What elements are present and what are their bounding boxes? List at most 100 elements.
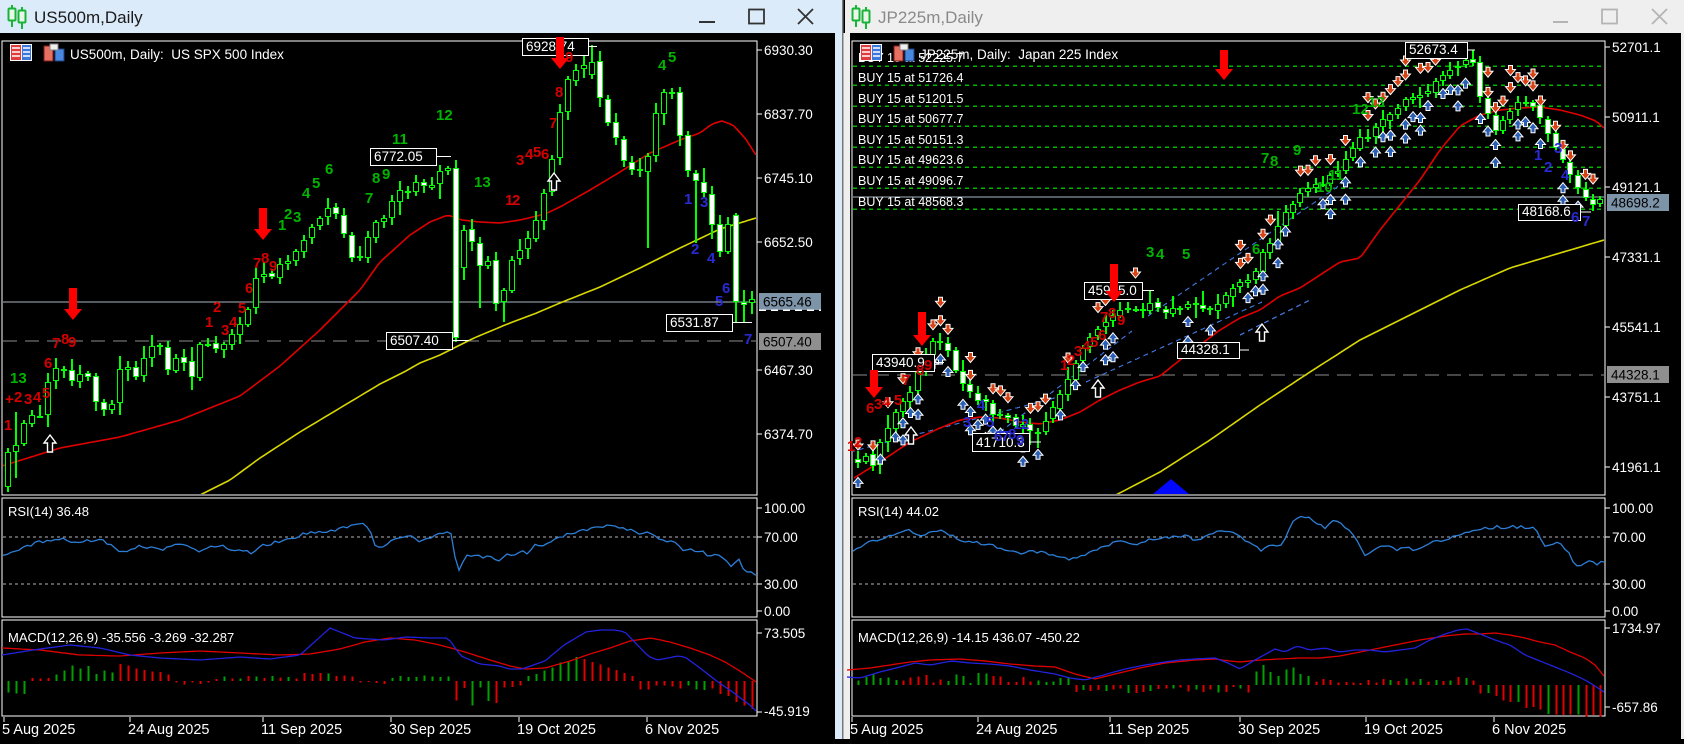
svg-text:7: 7: [52, 335, 60, 352]
svg-text:2: 2: [1021, 416, 1029, 433]
svg-text:43940.9: 43940.9: [876, 355, 925, 370]
svg-text:9: 9: [565, 49, 573, 66]
svg-text:10: 10: [1316, 179, 1333, 196]
svg-text:24 Aug 2025: 24 Aug 2025: [976, 722, 1057, 738]
svg-text:6531.87: 6531.87: [670, 315, 719, 330]
svg-text:1: 1: [1534, 147, 1542, 164]
svg-text:6: 6: [1098, 327, 1106, 344]
svg-text:19 Oct 2025: 19 Oct 2025: [1364, 722, 1443, 738]
svg-text:RSI(14) 44.02: RSI(14) 44.02: [858, 504, 939, 519]
svg-text:44328.1: 44328.1: [1181, 342, 1230, 357]
svg-text:13: 13: [1368, 94, 1385, 111]
svg-text:9: 9: [269, 258, 277, 275]
svg-text:30.00: 30.00: [764, 577, 798, 592]
svg-text:48168.6: 48168.6: [1522, 204, 1571, 219]
svg-text:73.505: 73.505: [764, 626, 805, 641]
svg-text:9: 9: [1016, 432, 1024, 449]
svg-text:7: 7: [365, 190, 373, 207]
svg-text:US500m,Daily: US500m,Daily: [34, 8, 143, 27]
svg-text:5 Aug 2025: 5 Aug 2025: [850, 722, 923, 738]
svg-text:41710.3: 41710.3: [976, 435, 1025, 450]
svg-text:70.00: 70.00: [1612, 530, 1646, 545]
svg-text:6507.40: 6507.40: [390, 333, 439, 348]
svg-text:9: 9: [382, 166, 390, 183]
svg-text:100.00: 100.00: [764, 501, 805, 516]
svg-text:2: 2: [854, 434, 862, 451]
svg-text:6: 6: [541, 146, 549, 163]
svg-text:30 Sep 2025: 30 Sep 2025: [389, 722, 471, 738]
svg-text:8: 8: [1108, 305, 1116, 322]
svg-text:11 Sep 2025: 11 Sep 2025: [261, 722, 342, 738]
svg-text:6837.70: 6837.70: [764, 107, 813, 122]
svg-text:8: 8: [1270, 153, 1278, 170]
svg-text:4: 4: [525, 146, 534, 163]
svg-text:4: 4: [1561, 167, 1570, 184]
svg-text:30.00: 30.00: [1612, 577, 1646, 592]
svg-text:11: 11: [1328, 167, 1344, 184]
svg-text:9: 9: [1293, 142, 1301, 159]
svg-text:1734.97: 1734.97: [1612, 621, 1661, 636]
svg-text:6: 6: [866, 400, 874, 417]
svg-text:BUY 15 at 50151.3: BUY 15 at 50151.3: [858, 133, 963, 147]
svg-text:JP225m, Daily: Japan 225 Inde: JP225m, Daily: Japan 225 Index: [920, 47, 1118, 62]
svg-text:100.00: 100.00: [1612, 501, 1653, 516]
svg-text:BUY 15 at 51201.5: BUY 15 at 51201.5: [858, 92, 963, 106]
svg-text:4: 4: [1082, 338, 1091, 355]
svg-text:3: 3: [1074, 343, 1082, 360]
svg-text:8: 8: [372, 170, 380, 187]
svg-text:12: 12: [1352, 101, 1369, 118]
svg-text:3: 3: [963, 414, 971, 431]
svg-text:6930.30: 6930.30: [764, 43, 813, 58]
svg-text:2: 2: [213, 299, 221, 316]
svg-text:4: 4: [302, 185, 311, 202]
svg-text:2: 2: [691, 241, 699, 258]
svg-text:9: 9: [68, 334, 76, 351]
svg-text:1: 1: [4, 417, 12, 434]
svg-text:6467.30: 6467.30: [764, 363, 813, 378]
svg-text:7: 7: [1261, 150, 1269, 167]
svg-text:13: 13: [10, 370, 27, 387]
svg-text:6: 6: [44, 355, 52, 372]
svg-text:4: 4: [658, 57, 667, 74]
svg-text:0.00: 0.00: [764, 604, 790, 619]
svg-text:47331.1: 47331.1: [1612, 250, 1661, 265]
svg-text:6 Nov 2025: 6 Nov 2025: [1492, 722, 1566, 738]
svg-text:9: 9: [924, 357, 932, 374]
svg-text:5: 5: [238, 300, 246, 317]
svg-text:9: 9: [1117, 312, 1125, 329]
svg-text:7: 7: [253, 255, 261, 272]
svg-text:8: 8: [916, 362, 924, 379]
svg-text:5: 5: [986, 414, 994, 431]
svg-text:RSI(14) 36.48: RSI(14) 36.48: [8, 504, 89, 519]
svg-text:5: 5: [42, 385, 50, 402]
svg-text:43751.1: 43751.1: [1612, 390, 1661, 405]
svg-text:5: 5: [1090, 334, 1098, 351]
svg-text:8: 8: [261, 250, 269, 267]
svg-text:6: 6: [722, 280, 730, 297]
svg-text:13: 13: [474, 174, 491, 191]
svg-text:8: 8: [555, 84, 563, 101]
svg-text:2: 2: [512, 192, 520, 209]
svg-text:6745.10: 6745.10: [764, 171, 813, 186]
svg-text:4: 4: [882, 394, 891, 411]
svg-text:-657.86: -657.86: [1612, 700, 1658, 715]
svg-text:5: 5: [312, 175, 320, 192]
svg-text:4: 4: [977, 397, 986, 414]
svg-text:BUY 15 at 48568.3: BUY 15 at 48568.3: [858, 195, 963, 209]
svg-text:5: 5: [668, 49, 676, 66]
svg-text:3: 3: [1554, 140, 1562, 157]
svg-text:US500m, Daily: US SPX 500 Ind: US500m, Daily: US SPX 500 Index: [70, 47, 284, 62]
svg-text:6 Nov 2025: 6 Nov 2025: [645, 722, 719, 738]
svg-text:1: 1: [1013, 416, 1021, 433]
svg-text:3: 3: [24, 391, 32, 408]
svg-text:3: 3: [874, 396, 882, 413]
svg-text:7: 7: [549, 115, 557, 132]
svg-text:2: 2: [1544, 159, 1552, 176]
svg-text:52701.1: 52701.1: [1612, 40, 1661, 55]
svg-text:11: 11: [392, 131, 408, 148]
svg-text:1: 1: [205, 314, 213, 331]
svg-text:4: 4: [707, 250, 716, 267]
svg-text:48698.2: 48698.2: [1611, 196, 1660, 211]
svg-text:7: 7: [1582, 213, 1590, 230]
svg-text:5: 5: [715, 293, 723, 310]
